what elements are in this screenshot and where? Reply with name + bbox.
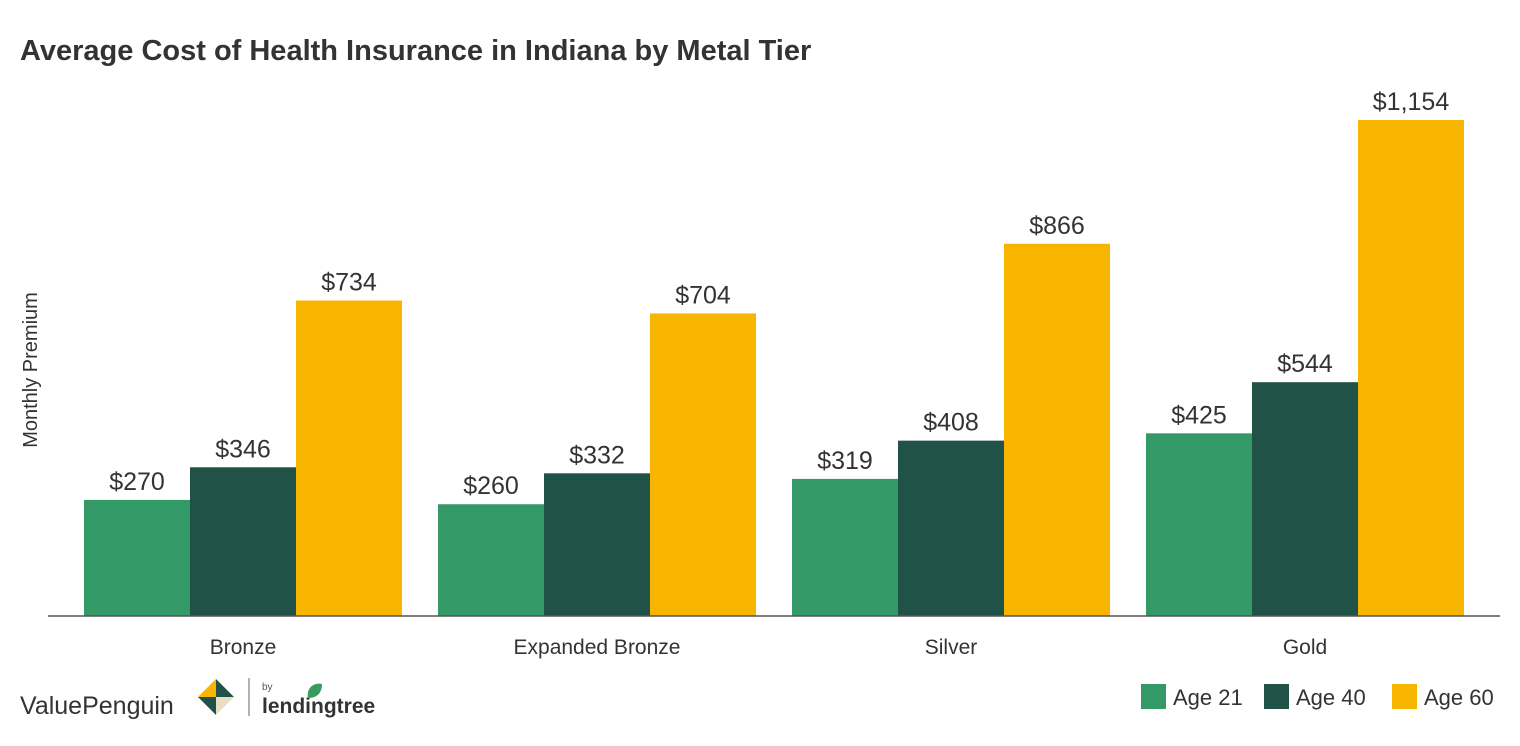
lendingtree-leaf-icon (307, 683, 322, 698)
x-tick-label: Bronze (210, 636, 277, 659)
valuepenguin-logo-icon (198, 679, 234, 715)
data-label: $866 (1029, 212, 1085, 240)
y-axis-title: Monthly Premium (20, 292, 42, 448)
bar-silver-age-40 (898, 440, 1004, 616)
bar-gold-age-60 (1358, 120, 1464, 616)
bar-gold-age-40 (1252, 382, 1358, 616)
bar-expanded-bronze-age-40 (544, 473, 650, 616)
legend-label-age-40: Age 40 (1296, 685, 1366, 710)
valuepenguin-wordmark: ValuePenguin (20, 692, 174, 720)
data-label: $408 (923, 409, 979, 437)
chart-title: Average Cost of Health Insurance in Indi… (20, 35, 811, 67)
data-label: $332 (569, 441, 625, 469)
data-label: $270 (109, 468, 165, 496)
data-label: $1,154 (1373, 88, 1450, 116)
x-tick-labels: Bronze Expanded Bronze Silver Gold (210, 636, 1327, 659)
legend-label-age-21: Age 21 (1173, 685, 1243, 710)
brand-by-text: by (262, 682, 273, 693)
data-label: $734 (321, 269, 377, 297)
data-label: $544 (1277, 350, 1333, 378)
bar-bronze-age-60 (296, 300, 402, 616)
data-label: $319 (817, 447, 873, 475)
bar-silver-age-60 (1004, 243, 1110, 616)
bar-bronze-age-40 (190, 467, 296, 616)
x-tick-label: Expanded Bronze (514, 636, 681, 659)
bar-expanded-bronze-age-21 (438, 504, 544, 616)
legend-swatch-age-60 (1392, 684, 1417, 709)
x-tick-label: Gold (1283, 636, 1327, 659)
legend-label-age-60: Age 60 (1424, 685, 1494, 710)
data-label: $425 (1171, 401, 1227, 429)
bars-group (84, 120, 1464, 616)
bar-gold-age-21 (1146, 433, 1252, 616)
data-label: $704 (675, 281, 731, 309)
bar-bronze-age-21 (84, 499, 190, 616)
brand-footer: ValuePenguin by lendingtree (20, 678, 375, 720)
legend-swatch-age-40 (1264, 684, 1289, 709)
legend-swatch-age-21 (1141, 684, 1166, 709)
data-label: $260 (463, 472, 519, 500)
lendingtree-wordmark: lendingtree (262, 695, 375, 718)
bar-silver-age-21 (792, 478, 898, 616)
bar-expanded-bronze-age-60 (650, 313, 756, 616)
data-labels-group: $270 $346 $734 $260 $332 $704 $319 $408 $866 $425… (109, 88, 1449, 500)
legend: Age 21 Age 40 Age 60 (1141, 684, 1494, 710)
data-label: $346 (215, 435, 271, 463)
x-tick-label: Silver (925, 636, 978, 659)
